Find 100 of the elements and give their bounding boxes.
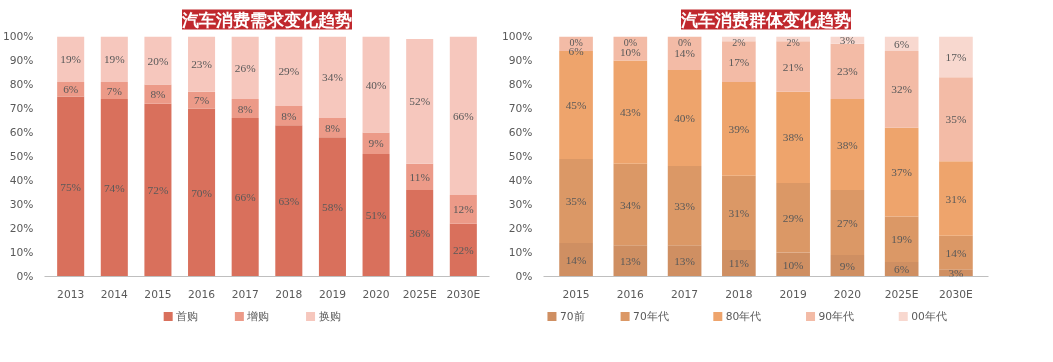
y-tick-label: 0% (16, 270, 34, 283)
data-label: 34% (322, 71, 344, 84)
data-label: 43% (619, 106, 642, 119)
y-tick-label: 60% (9, 126, 34, 139)
data-label: 19% (891, 233, 913, 246)
data-label: 39% (728, 122, 750, 135)
data-label: 6% (894, 263, 910, 276)
bar (776, 41, 810, 92)
x-tick-label: 2014 (100, 287, 129, 301)
y-tick-label: 60% (508, 126, 533, 139)
bar (449, 223, 477, 277)
x-tick-label: 2030E (446, 287, 481, 301)
x-tick-label: 2020 (833, 287, 862, 301)
data-label: 31% (728, 206, 750, 219)
bar (231, 36, 259, 99)
bar (188, 36, 216, 92)
data-label: 35% (945, 113, 967, 126)
x-tick-label: 2015 (144, 287, 172, 301)
legend-label: 00年代 (911, 310, 947, 323)
data-label: 27% (837, 216, 859, 229)
bar (100, 36, 128, 83)
x-tick-label: 2016 (188, 287, 216, 301)
x-tick-label: 2017 (231, 287, 259, 301)
data-label: 13% (674, 254, 696, 267)
y-tick-label: 50% (508, 150, 533, 163)
y-tick-label: 80% (508, 78, 533, 91)
legend-label: 80年代 (725, 310, 762, 323)
data-label: 29% (782, 211, 805, 224)
bar (275, 125, 303, 277)
bar (830, 43, 865, 99)
legend-label: 换购 (318, 310, 341, 323)
bar (144, 36, 172, 85)
x-tick-label: 2025E (884, 287, 919, 301)
data-label: 72% (147, 184, 169, 197)
y-tick-label: 10% (508, 246, 533, 259)
x-tick-label: 2017 (671, 287, 699, 301)
data-label: 20% (147, 54, 169, 67)
data-label: 52% (409, 95, 431, 108)
y-tick-label: 20% (508, 222, 533, 235)
chart-title: 汽车消费需求变化趋势 (181, 9, 352, 30)
data-label: 11% (728, 257, 750, 270)
legend-label: 70年代 (633, 310, 669, 323)
data-label: 45% (565, 98, 588, 111)
data-label: 9% (839, 259, 856, 272)
data-label: 31% (945, 192, 967, 205)
x-tick-label: 2013 (57, 287, 85, 301)
data-label: 66% (234, 191, 257, 204)
bar (884, 50, 919, 128)
x-tick-label: 2016 (616, 287, 645, 301)
data-label: 6% (894, 37, 910, 50)
legend-label: 70前 (559, 310, 585, 323)
data-label: 14% (565, 253, 588, 266)
data-label: 75% (60, 180, 82, 193)
y-tick-label: 80% (9, 78, 34, 91)
data-label: 34% (619, 198, 642, 211)
data-label: 40% (365, 78, 388, 91)
bar (939, 36, 973, 78)
y-tick-label: 100% (3, 30, 34, 43)
data-label: 38% (782, 131, 805, 144)
data-label: 8% (150, 88, 167, 101)
x-tick-label: 2025E (402, 287, 437, 301)
bar (884, 127, 919, 217)
bar (362, 154, 390, 277)
bar (776, 91, 810, 183)
bar (449, 36, 477, 195)
bar (559, 50, 593, 159)
bar (100, 98, 128, 277)
bar (830, 98, 865, 191)
y-tick-label: 100% (502, 30, 533, 43)
y-tick-label: 70% (9, 102, 34, 115)
y-tick-label: 50% (9, 150, 34, 163)
bar (57, 96, 85, 277)
data-label: 33% (674, 199, 696, 212)
data-label: 19% (103, 53, 126, 66)
bar (57, 36, 85, 83)
bar (939, 77, 973, 162)
y-tick-label: 10% (9, 246, 34, 259)
data-label: 12% (452, 203, 475, 216)
data-label: 21% (782, 60, 805, 73)
legend-label: 首购 (176, 310, 199, 323)
y-tick-label: 20% (9, 222, 34, 235)
y-tick-label: 70% (508, 102, 533, 115)
data-label: 2% (732, 36, 746, 48)
data-label: 7% (194, 94, 210, 107)
x-tick-label: 2020 (362, 287, 390, 301)
data-label: 8% (324, 121, 341, 134)
bar (939, 161, 973, 236)
legend-label: 增购 (246, 310, 270, 323)
x-tick-label: 2030E (939, 287, 974, 301)
legend-label: 90年代 (818, 310, 855, 323)
data-label: 13% (619, 254, 642, 267)
x-tick-label: 2019 (779, 287, 807, 301)
y-tick-label: 90% (508, 54, 533, 67)
data-label: 40% (674, 112, 696, 125)
bar (362, 36, 390, 133)
bar (231, 118, 259, 277)
data-label: 38% (837, 138, 859, 151)
data-label: 23% (837, 65, 859, 78)
y-tick-label: 40% (508, 174, 533, 187)
y-tick-label: 0% (515, 270, 533, 283)
